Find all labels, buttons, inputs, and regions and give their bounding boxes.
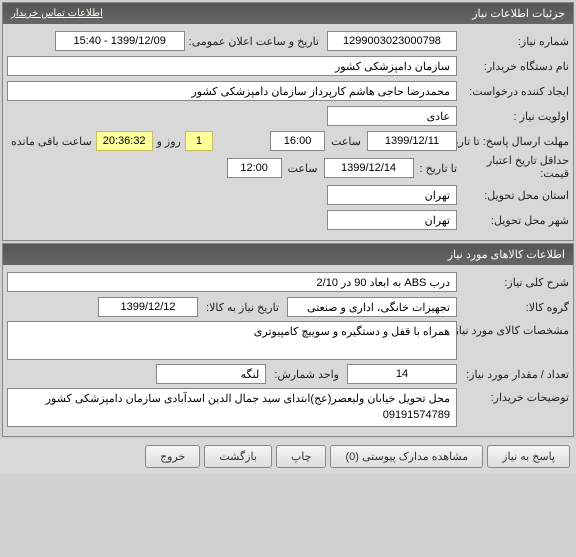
panel1-title: جزئیات اطلاعات نیاز	[472, 7, 565, 20]
row-creator: ایجاد کننده درخواست:	[7, 80, 569, 102]
label-request-no: شماره نیاز:	[457, 35, 569, 48]
exit-button[interactable]: خروج	[145, 445, 200, 468]
print-button[interactable]: چاپ	[276, 445, 327, 468]
attachments-button[interactable]: مشاهده مدارک پیوستی (0)	[330, 445, 483, 468]
input-deadline-time[interactable]	[270, 131, 325, 151]
row-delivery-province: استان محل تحویل:	[7, 184, 569, 206]
button-row: پاسخ به نیاز مشاهده مدارک پیوستی (0) چاپ…	[0, 439, 576, 474]
countdown: 20:36:32	[96, 131, 153, 151]
label-buyer-org: نام دستگاه خریدار:	[457, 60, 569, 73]
input-min-validity-date[interactable]	[324, 158, 414, 178]
input-creator[interactable]	[7, 81, 457, 101]
label-specs: مشخصات کالای مورد نیاز:	[457, 321, 569, 337]
input-specs[interactable]	[7, 321, 457, 360]
panel1-header: جزئیات اطلاعات نیاز اطلاعات تماس خریدار	[3, 3, 573, 24]
label-delivery-province: استان محل تحویل:	[457, 189, 569, 202]
input-priority[interactable]	[327, 106, 457, 126]
row-buyer-notes: توضیحات خریدار:	[7, 388, 569, 427]
label-qty: تعداد / مقدار مورد نیاز:	[457, 368, 569, 381]
row-priority: اولویت نیاز :	[7, 105, 569, 127]
input-min-validity-time[interactable]	[227, 158, 282, 178]
contact-link[interactable]: اطلاعات تماس خریدار	[11, 8, 103, 19]
input-buyer-notes[interactable]	[7, 388, 457, 427]
row-delivery-city: شهر محل تحویل:	[7, 209, 569, 231]
label-min-validity: حداقل تاریخ اعتبار قیمت:	[457, 155, 569, 181]
label-unit: واحد شمارش:	[266, 368, 347, 381]
input-general-desc[interactable]	[7, 272, 457, 292]
label-goods-group: گروه کالا:	[457, 301, 569, 314]
input-buyer-org[interactable]	[7, 56, 457, 76]
input-delivery-province[interactable]	[327, 185, 457, 205]
label-time-2: ساعت	[282, 162, 324, 175]
row-min-validity: حداقل تاریخ اعتبار قیمت: تا تاریخ : ساعت	[7, 155, 569, 181]
goods-info-panel: اطلاعات کالاهای مورد نیاز شرح کلی نیاز: …	[2, 243, 574, 437]
label-deadline: مهلت ارسال پاسخ: تا تاریخ :	[457, 135, 569, 148]
row-request-no: شماره نیاز: تاریخ و ساعت اعلان عمومی:	[7, 30, 569, 52]
row-general-desc: شرح کلی نیاز:	[7, 271, 569, 293]
back-button[interactable]: بازگشت	[204, 445, 272, 468]
label-min-validity-to: تا تاریخ :	[414, 162, 457, 175]
label-time-1: ساعت	[325, 135, 367, 148]
row-deadline: مهلت ارسال پاسخ: تا تاریخ : ساعت 1 روز و…	[7, 130, 569, 152]
row-goods-group: گروه کالا: تاریخ نیاز به کالا:	[7, 296, 569, 318]
input-goods-group[interactable]	[287, 297, 457, 317]
label-creator: ایجاد کننده درخواست:	[457, 85, 569, 98]
reply-button[interactable]: پاسخ به نیاز	[487, 445, 570, 468]
input-need-date[interactable]	[98, 297, 198, 317]
label-need-date: تاریخ نیاز به کالا:	[198, 301, 287, 314]
panel2-title: اطلاعات کالاهای مورد نیاز	[448, 248, 565, 261]
label-general-desc: شرح کلی نیاز:	[457, 276, 569, 289]
label-buyer-notes: توضیحات خریدار:	[457, 388, 569, 404]
label-priority: اولویت نیاز :	[457, 110, 569, 123]
day-count: 1	[185, 131, 213, 151]
panel1-body: شماره نیاز: تاریخ و ساعت اعلان عمومی: نا…	[3, 24, 573, 240]
input-qty[interactable]	[347, 364, 457, 384]
input-unit[interactable]	[156, 364, 266, 384]
row-specs: مشخصات کالای مورد نیاز:	[7, 321, 569, 360]
label-day-and: روز و	[153, 135, 185, 148]
need-details-panel: جزئیات اطلاعات نیاز اطلاعات تماس خریدار …	[2, 2, 574, 241]
row-qty: تعداد / مقدار مورد نیاز: واحد شمارش:	[7, 363, 569, 385]
label-remaining: ساعت باقی مانده	[7, 135, 96, 148]
panel2-header: اطلاعات کالاهای مورد نیاز	[3, 244, 573, 265]
input-deadline-date[interactable]	[367, 131, 457, 151]
input-request-no[interactable]	[327, 31, 457, 51]
label-delivery-city: شهر محل تحویل:	[457, 214, 569, 227]
input-delivery-city[interactable]	[327, 210, 457, 230]
row-buyer-org: نام دستگاه خریدار:	[7, 55, 569, 77]
label-public-time: تاریخ و ساعت اعلان عمومی:	[185, 35, 327, 48]
input-public-time[interactable]	[55, 31, 185, 51]
panel2-body: شرح کلی نیاز: گروه کالا: تاریخ نیاز به ک…	[3, 265, 573, 436]
